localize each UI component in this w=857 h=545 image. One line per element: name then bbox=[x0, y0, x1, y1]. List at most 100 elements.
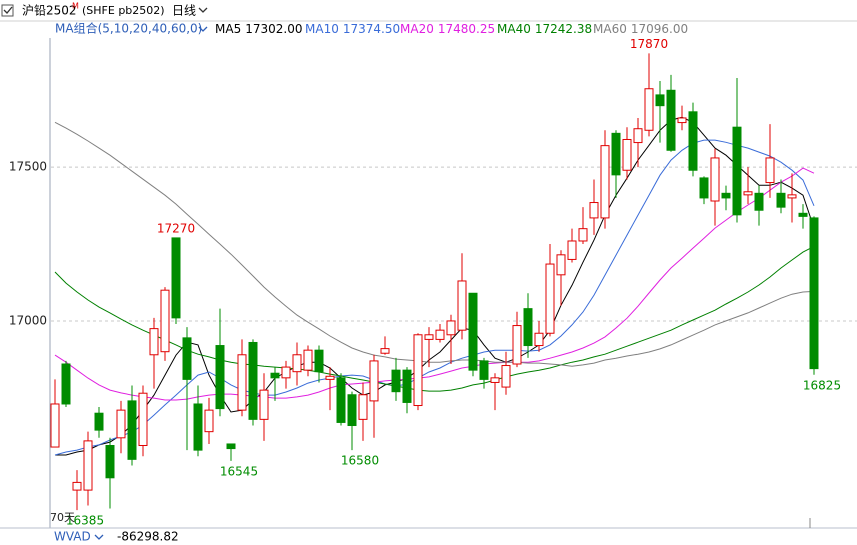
candle-body bbox=[567, 240, 577, 260]
candle-body bbox=[754, 192, 764, 211]
symbol: 沪铅2502 bbox=[22, 4, 77, 18]
candle-body bbox=[732, 126, 742, 216]
candle-body bbox=[72, 481, 82, 491]
candle-body bbox=[435, 329, 445, 340]
candle-body bbox=[578, 228, 588, 242]
sub-indicator[interactable]: WVAD bbox=[54, 530, 91, 544]
ma-line bbox=[55, 116, 815, 456]
indicator-selector[interactable]: MA组合(5,10,20,40,60,0) bbox=[55, 21, 202, 36]
candle-body bbox=[798, 212, 808, 217]
sub-indicator-value: -86298.82 bbox=[117, 530, 179, 544]
legend-value: 17374.50 bbox=[343, 22, 400, 36]
candle-body bbox=[171, 237, 181, 319]
candle-body bbox=[347, 394, 357, 427]
candle-body bbox=[611, 132, 621, 176]
candle-body bbox=[512, 325, 522, 365]
ma-line bbox=[54, 121, 815, 367]
candle-body bbox=[666, 89, 676, 151]
legend-entry: MA40 17242.38 bbox=[497, 22, 592, 36]
extreme-label: 16545 bbox=[220, 464, 258, 478]
candle-body bbox=[270, 372, 280, 379]
candle-body bbox=[149, 328, 159, 356]
range-label: 70天 bbox=[50, 511, 75, 524]
candle-body bbox=[688, 111, 698, 171]
legend-value: 17480.25 bbox=[438, 22, 495, 36]
candle-body bbox=[160, 289, 170, 353]
y-tick-label: 17500 bbox=[9, 160, 47, 174]
candle-body bbox=[413, 334, 423, 407]
candle-body bbox=[259, 389, 269, 420]
indicator-chevron[interactable] bbox=[198, 26, 208, 32]
sub-indicator-chevron[interactable] bbox=[94, 534, 104, 540]
candle-body bbox=[457, 280, 467, 331]
symbol-code: (SHFE pb2502) bbox=[82, 4, 165, 17]
check-icon bbox=[3, 6, 13, 14]
candle-body bbox=[204, 409, 214, 433]
candle-body bbox=[292, 354, 302, 373]
period-selector[interactable]: 日线 bbox=[172, 4, 196, 18]
candle-body bbox=[710, 157, 720, 202]
candle-body bbox=[699, 177, 709, 199]
candle-body bbox=[314, 349, 324, 373]
candle-body bbox=[622, 138, 632, 171]
extreme-label: 16385 bbox=[66, 514, 104, 528]
candle-body bbox=[743, 191, 753, 196]
candle-body bbox=[50, 403, 60, 448]
candle-body bbox=[446, 320, 456, 336]
candle-body bbox=[83, 440, 93, 491]
candle-body bbox=[193, 403, 203, 451]
legend-entry: MA20 17480.25 bbox=[400, 22, 495, 36]
candle-body bbox=[215, 345, 225, 410]
candle-body bbox=[534, 332, 544, 347]
candle-body bbox=[248, 341, 258, 420]
candle-body bbox=[490, 377, 500, 383]
legend-entry: MA10 17374.50 bbox=[305, 22, 400, 36]
candle-body bbox=[237, 354, 247, 411]
candle-body bbox=[600, 145, 610, 219]
ma-lines bbox=[54, 116, 815, 456]
candle-body bbox=[787, 194, 797, 199]
symbol-flag: M bbox=[72, 2, 79, 11]
candle-body bbox=[633, 128, 643, 144]
candle-body bbox=[721, 192, 731, 199]
legend-entry: MA60 17096.00 bbox=[593, 22, 688, 36]
candle-body bbox=[127, 400, 137, 460]
y-tick-label: 17000 bbox=[9, 313, 47, 327]
candle-body bbox=[809, 217, 819, 370]
ma-line bbox=[54, 167, 815, 401]
legend: MA5 17302.00 MA10 17374.50 MA20 17480.25 MA40 1… bbox=[215, 22, 688, 36]
candle-body bbox=[479, 360, 489, 380]
legend-name: MA40 bbox=[497, 22, 531, 36]
candle-body bbox=[655, 94, 665, 107]
legend-value: 17242.38 bbox=[535, 22, 592, 36]
candle-body bbox=[94, 412, 104, 431]
candle-body bbox=[182, 337, 192, 380]
candle-body bbox=[402, 369, 412, 403]
candle-body bbox=[589, 202, 599, 219]
candle-body bbox=[644, 88, 654, 131]
candle-body bbox=[677, 117, 687, 124]
ma-line bbox=[54, 245, 815, 392]
candle-body bbox=[391, 369, 401, 393]
candle-body bbox=[523, 308, 533, 347]
candle-body bbox=[105, 445, 115, 479]
candle-body bbox=[468, 292, 478, 371]
candle-body bbox=[303, 349, 313, 371]
candle-body bbox=[380, 348, 390, 354]
extreme-label: 17870 bbox=[630, 37, 668, 51]
legend-name: MA60 bbox=[593, 22, 627, 36]
candle-body bbox=[556, 254, 566, 276]
candle-body bbox=[501, 365, 511, 388]
ma-line bbox=[54, 139, 815, 456]
candle-body bbox=[545, 263, 555, 334]
legend-value: 17302.00 bbox=[245, 22, 302, 36]
legend-name: MA20 bbox=[400, 22, 434, 36]
extreme-label: 17270 bbox=[157, 221, 195, 235]
checkbox[interactable] bbox=[1, 4, 14, 17]
candle-body bbox=[325, 375, 335, 380]
legend-value: 17096.00 bbox=[631, 22, 688, 36]
period-chevron[interactable] bbox=[198, 7, 208, 13]
legend-entry: MA5 17302.00 bbox=[215, 22, 302, 36]
